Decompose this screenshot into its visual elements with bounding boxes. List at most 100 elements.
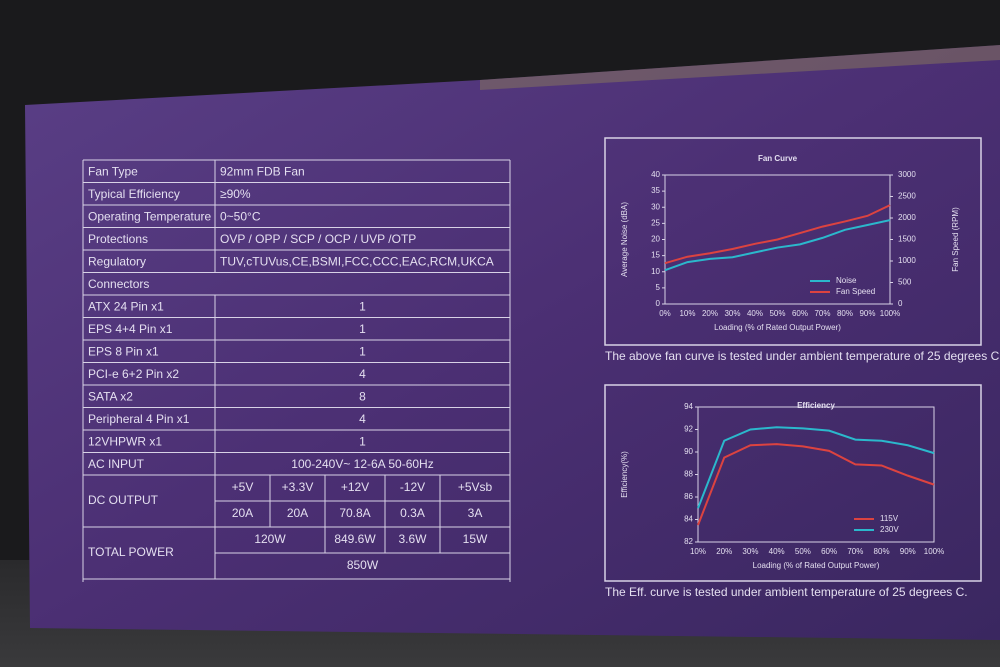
y2-axis-label: Fan Speed (RPM) [951, 207, 960, 272]
series-line [697, 426, 935, 509]
total: 850W [347, 558, 379, 572]
y2-tick-label: 0 [898, 299, 903, 308]
y-tick-label: 92 [684, 425, 693, 434]
y-tick-label: 10 [651, 267, 660, 276]
x-tick-label: 30% [742, 547, 758, 556]
row-value: 8 [359, 389, 366, 403]
y-tick-label: 20 [651, 235, 660, 244]
y2-tick-label: 2500 [898, 192, 916, 201]
y-tick-label: 82 [684, 537, 693, 546]
y2-tick-label: 2000 [898, 213, 916, 222]
x-tick-label: 10% [679, 309, 695, 318]
row-label: AC INPUT [88, 457, 145, 471]
x-tick-label: 20% [702, 309, 718, 318]
row-label: ATX 24 Pin x1 [88, 299, 164, 313]
y-tick-label: 40 [651, 170, 660, 179]
y2-tick-label: 500 [898, 278, 912, 287]
row-label: TOTAL POWER [88, 545, 174, 559]
row-label: Operating Temperature [88, 209, 212, 223]
series-line [664, 219, 891, 272]
x-tick-label: 30% [724, 309, 740, 318]
chart-frame [604, 384, 982, 582]
chart-title: Fan Curve [758, 154, 798, 163]
y-tick-label: 94 [684, 402, 693, 411]
y-tick-label: 25 [651, 218, 660, 227]
y-tick-label: 90 [684, 447, 693, 456]
x-tick-label: 70% [847, 547, 863, 556]
chart-frame [604, 137, 982, 346]
row-value: 1 [359, 299, 366, 313]
x-tick-label: 80% [874, 547, 890, 556]
x-axis-label: Loading (% of Rated Output Power) [753, 561, 880, 570]
row-value: OVP / OPP / SCP / OCP / UVP /OTP [220, 232, 416, 246]
x-tick-label: 50% [795, 547, 811, 556]
x-tick-label: 90% [859, 309, 875, 318]
series-line [697, 443, 935, 526]
y-tick-label: 88 [684, 470, 693, 479]
annotation: The above fan curve is tested under ambi… [605, 349, 1000, 363]
row-label: Connectors [88, 277, 149, 291]
rail: +12V [341, 480, 369, 494]
y-axis-label: Efficiency(%) [620, 451, 629, 498]
current: 3A [468, 506, 483, 520]
row-value: 1 [359, 434, 366, 448]
rail: +5Vsb [458, 480, 493, 494]
current: 0.3A [400, 506, 425, 520]
row-label: SATA x2 [88, 389, 133, 403]
row-value: 4 [359, 367, 366, 381]
x-tick-label: 90% [900, 547, 916, 556]
row-label: Typical Efficiency [88, 187, 180, 201]
x-tick-label: 20% [716, 547, 732, 556]
row-label: DC OUTPUT [88, 493, 159, 507]
row-label: Regulatory [88, 254, 146, 268]
box-side [25, 45, 1000, 640]
x-tick-label: 60% [792, 309, 808, 318]
current: 70.8A [339, 506, 370, 520]
power: 849.6W [334, 532, 376, 546]
row-label: Protections [88, 232, 148, 246]
row-value: 1 [359, 322, 366, 336]
row-label: EPS 4+4 Pin x1 [88, 322, 173, 336]
rail: +3.3V [282, 480, 314, 494]
row-label: PCI-e 6+2 Pin x2 [88, 367, 179, 381]
y-tick-label: 5 [656, 283, 661, 292]
row-value: ≥90% [220, 187, 251, 201]
row-value: 4 [359, 412, 366, 426]
power: 15W [463, 532, 488, 546]
row-value: 0~50°C [220, 209, 261, 223]
row-value: TUV,cTUVus,CE,BSMI,FCC,CCC,EAC,RCM,UKCA [220, 254, 494, 268]
x-tick-label: 80% [837, 309, 853, 318]
x-axis-label: Loading (% of Rated Output Power) [714, 323, 841, 332]
power: 3.6W [398, 532, 427, 546]
row-label: EPS 8 Pin x1 [88, 344, 159, 358]
rail: -12V [400, 480, 425, 494]
x-tick-label: 70% [814, 309, 830, 318]
y-tick-label: 86 [684, 492, 693, 501]
row-value: 100-240V~ 12-6A 50-60Hz [291, 457, 433, 471]
y-tick-label: 30 [651, 202, 660, 211]
y2-tick-label: 1000 [898, 256, 916, 265]
current: 20A [232, 506, 253, 520]
x-tick-label: 100% [880, 309, 900, 318]
power: 120W [254, 532, 286, 546]
x-tick-label: 0% [659, 309, 671, 318]
x-tick-label: 40% [747, 309, 763, 318]
x-tick-label: 100% [924, 547, 944, 556]
row-label: Fan Type [88, 164, 138, 178]
y-tick-label: 35 [651, 186, 660, 195]
y-tick-label: 0 [656, 299, 661, 308]
legend-label: Fan Speed [836, 287, 875, 296]
chart-title: Efficiency [797, 401, 835, 410]
current: 20A [287, 506, 308, 520]
row-label: Peripheral 4 Pin x1 [88, 412, 190, 426]
annotation: The Eff. curve is tested under ambient t… [605, 585, 968, 599]
y2-tick-label: 3000 [898, 170, 916, 179]
x-tick-label: 50% [769, 309, 785, 318]
x-tick-label: 60% [821, 547, 837, 556]
y-tick-label: 84 [684, 515, 693, 524]
row-value: 1 [359, 344, 366, 358]
y-axis-label: Average Noise (dBA) [620, 202, 629, 277]
series-line [664, 204, 891, 265]
